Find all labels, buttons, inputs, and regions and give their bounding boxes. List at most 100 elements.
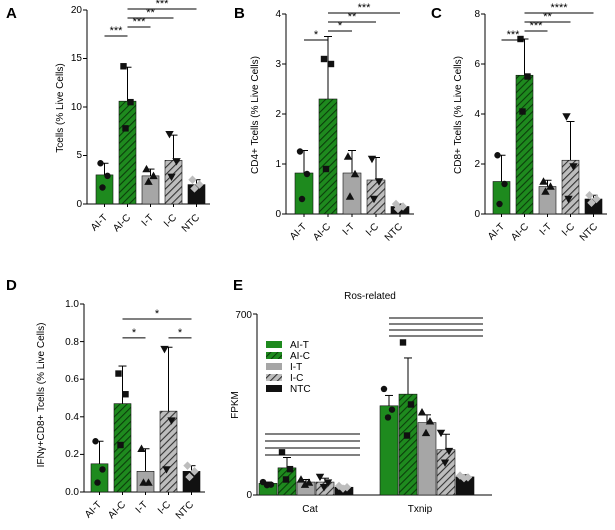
- bar-ai-c: [118, 100, 137, 205]
- data-point: [345, 192, 355, 200]
- data-point: [327, 60, 335, 68]
- panel-d-y-ticklabels: 0.0 0.2 0.4 0.6 0.8 1.0: [65, 299, 79, 498]
- bar-i-t: [141, 175, 160, 205]
- data-point: [117, 441, 124, 449]
- data-point: [167, 417, 176, 425]
- panel-a-xtick: I-T: [140, 212, 156, 228]
- data-point: [120, 63, 127, 70]
- data-point: [501, 180, 508, 188]
- panel-b-ylabel: CD4+ Tcells (% Live Cells): [250, 56, 261, 174]
- significance-label: *: [338, 20, 343, 32]
- data-point: [315, 473, 325, 482]
- panel-c-xtick: I-T: [538, 221, 554, 237]
- panel-e-xtick-txnip: Txnip: [408, 504, 433, 515]
- panel-e-ytick: 0: [246, 490, 252, 501]
- legend-swatch-ai-t: [266, 341, 282, 348]
- significance-label: *: [132, 327, 137, 339]
- panel-b-y-ticklabels: 0 1 2 3 4: [275, 9, 281, 220]
- panel-label-b: B: [234, 5, 245, 22]
- data-point: [296, 475, 306, 483]
- data-point: [374, 178, 384, 186]
- significance-label: ***: [110, 25, 124, 37]
- panel-label-c: C: [431, 5, 442, 22]
- data-point: [263, 481, 271, 489]
- data-point: [94, 479, 101, 486]
- data-point: [92, 438, 99, 445]
- panel-b-xtick: I-T: [341, 221, 357, 237]
- data-point: [444, 447, 454, 456]
- panel-b-x-ticklabels: AI-T AI-C I-T I-C NTC: [288, 221, 405, 243]
- panel-d-ylabel: IFNγ+CD8+ Tcells (% Live Cells): [36, 323, 47, 468]
- data-point: [104, 172, 111, 180]
- data-point: [99, 466, 106, 473]
- data-point: [343, 152, 353, 160]
- panel-b-ytick: 2: [275, 109, 281, 120]
- data-point: [185, 472, 194, 482]
- panel-a-ytick: 0: [76, 199, 82, 210]
- data-point: [403, 432, 411, 439]
- data-point: [278, 449, 286, 456]
- data-point: [115, 370, 122, 377]
- bar-ai-c: [318, 98, 338, 215]
- data-point: [149, 171, 158, 180]
- data-point: [127, 98, 134, 106]
- panel-d-x-ticklabels: AI-T AI-C I-T I-C NTC: [83, 499, 196, 521]
- significance-label: *: [155, 308, 160, 320]
- data-point: [338, 484, 348, 493]
- panel-d-ytick: 0.0: [65, 487, 79, 498]
- panel-b-xtick: AI-T: [288, 221, 309, 242]
- significance-label: ***: [507, 29, 521, 41]
- data-point: [407, 401, 415, 408]
- panel-a-ytick: 20: [71, 5, 83, 16]
- data-point: [323, 479, 333, 487]
- panel-d-ytick: 1.0: [65, 299, 79, 310]
- data-point: [183, 461, 192, 470]
- panel-e-ylabel: FPKM: [230, 391, 241, 419]
- bar-i-t: [136, 471, 155, 493]
- panel-a-ytick: 10: [71, 102, 83, 113]
- panel-b-ytick: 3: [275, 59, 281, 70]
- bar-ai-c: [515, 74, 534, 215]
- panel-c-xtick: I-C: [560, 221, 577, 238]
- panel-b-xtick: NTC: [383, 221, 405, 243]
- panel-d-xtick: AI-T: [83, 499, 104, 520]
- data-point: [569, 163, 578, 171]
- data-point: [286, 465, 294, 473]
- panel-c-ytick: 0: [474, 209, 480, 220]
- data-point: [139, 478, 148, 486]
- data-point: [190, 184, 199, 193]
- data-point: [369, 195, 379, 204]
- data-point: [440, 459, 450, 467]
- data-point: [546, 182, 555, 190]
- data-point: [296, 148, 304, 155]
- data-point: [160, 345, 169, 354]
- data-point: [519, 108, 526, 115]
- data-point: [384, 414, 392, 421]
- data-point: [162, 466, 171, 474]
- bar-ai-t: [492, 181, 511, 215]
- legend-swatch-i-t: [266, 363, 282, 370]
- data-point: [97, 160, 104, 167]
- data-point: [137, 444, 146, 452]
- panel-a-ytick: 15: [71, 53, 83, 64]
- panel-a-xtick: I-C: [162, 212, 179, 229]
- panel-a-xtick: AI-C: [111, 212, 133, 234]
- data-point: [425, 417, 435, 425]
- data-point: [585, 191, 594, 200]
- significance-label: ****: [550, 2, 568, 14]
- panel-d-ytick: 0.8: [65, 337, 79, 348]
- panel-e-xtick-cat: Cat: [302, 504, 318, 515]
- panel-c-xtick: AI-T: [486, 221, 507, 242]
- panel-e-title: Ros-related: [344, 291, 396, 302]
- data-point: [303, 170, 311, 178]
- legend-label-ntc: NTC: [290, 384, 311, 395]
- data-point: [398, 202, 408, 211]
- data-point: [421, 428, 431, 437]
- data-point: [322, 165, 330, 173]
- panel-e-legend: AI-T AI-C I-T I-C NTC: [266, 340, 311, 395]
- data-point: [167, 173, 176, 182]
- bar-ntc: [182, 471, 201, 493]
- data-point: [587, 198, 596, 207]
- panel-a-y-ticklabels: 0 5 10 15 20: [71, 5, 83, 210]
